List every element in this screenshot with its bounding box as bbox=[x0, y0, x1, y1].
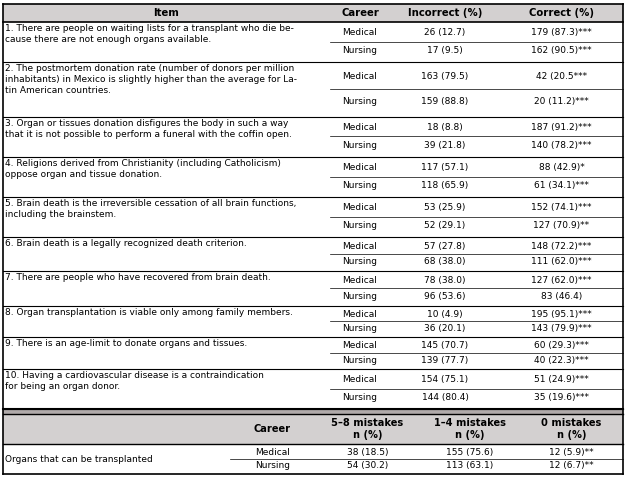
Text: Medical: Medical bbox=[342, 310, 377, 319]
Text: 26 (12.7): 26 (12.7) bbox=[424, 28, 466, 37]
Text: 144 (80.4): 144 (80.4) bbox=[421, 393, 469, 402]
Text: 152 (74.1)***: 152 (74.1)*** bbox=[531, 203, 592, 212]
Text: Correct (%): Correct (%) bbox=[529, 8, 594, 18]
Text: Medical: Medical bbox=[342, 375, 377, 384]
Text: 68 (38.0): 68 (38.0) bbox=[424, 257, 466, 266]
Text: 6. Brain death is a legally recognized death criterion.: 6. Brain death is a legally recognized d… bbox=[5, 239, 247, 248]
Text: 12 (5.9)**: 12 (5.9)** bbox=[549, 448, 594, 457]
Bar bbox=[3, 409, 623, 414]
Text: 127 (70.9)**: 127 (70.9)** bbox=[534, 221, 589, 230]
Text: 162 (90.5)***: 162 (90.5)*** bbox=[531, 46, 592, 56]
Text: Medical: Medical bbox=[342, 163, 377, 172]
Text: Nursing: Nursing bbox=[342, 46, 377, 56]
Text: 1. There are people on waiting lists for a transplant who die be-
cause there ar: 1. There are people on waiting lists for… bbox=[5, 24, 294, 44]
Text: 42 (20.5***: 42 (20.5*** bbox=[536, 72, 587, 81]
Text: 2. The postmortem donation rate (number of donors per million
inhabitants) in Me: 2. The postmortem donation rate (number … bbox=[5, 64, 297, 95]
Text: 143 (79.9)***: 143 (79.9)*** bbox=[531, 324, 592, 333]
Text: 5. Brain death is the irreversible cessation of all brain functions,
including t: 5. Brain death is the irreversible cessa… bbox=[5, 199, 296, 219]
Text: 7. There are people who have recovered from brain death.: 7. There are people who have recovered f… bbox=[5, 274, 271, 283]
Text: 145 (70.7): 145 (70.7) bbox=[421, 342, 469, 350]
Text: 20 (11.2)***: 20 (11.2)*** bbox=[534, 97, 589, 106]
Text: 179 (87.3)***: 179 (87.3)*** bbox=[531, 28, 592, 37]
Text: Medical: Medical bbox=[342, 28, 377, 37]
Text: Career: Career bbox=[254, 424, 291, 434]
Text: Medical: Medical bbox=[342, 72, 377, 81]
Text: 127 (62.0)***: 127 (62.0)*** bbox=[531, 276, 592, 285]
Text: Medical: Medical bbox=[342, 242, 377, 251]
Text: 3. Organ or tissues donation disfigures the body in such a way
that it is not po: 3. Organ or tissues donation disfigures … bbox=[5, 119, 292, 139]
Text: 148 (72.2)***: 148 (72.2)*** bbox=[531, 242, 592, 251]
Text: 154 (75.1): 154 (75.1) bbox=[421, 375, 469, 384]
Text: 187 (91.2)***: 187 (91.2)*** bbox=[531, 123, 592, 132]
Text: 140 (78.2)***: 140 (78.2)*** bbox=[531, 141, 592, 150]
Text: 57 (27.8): 57 (27.8) bbox=[424, 242, 466, 251]
Text: Medical: Medical bbox=[342, 203, 377, 212]
Text: 155 (75.6): 155 (75.6) bbox=[446, 448, 494, 457]
Text: 96 (53.6): 96 (53.6) bbox=[424, 292, 466, 301]
Text: Medical: Medical bbox=[342, 276, 377, 285]
Text: Incorrect (%): Incorrect (%) bbox=[408, 8, 482, 18]
Text: 88 (42.9)*: 88 (42.9)* bbox=[539, 163, 584, 172]
Text: 10. Having a cardiovascular disease is a contraindication
for being an organ don: 10. Having a cardiovascular disease is a… bbox=[5, 371, 264, 391]
Text: 18 (8.8): 18 (8.8) bbox=[427, 123, 463, 132]
Text: 0 mistakes
n (%): 0 mistakes n (%) bbox=[541, 418, 602, 440]
Text: Nursing: Nursing bbox=[342, 221, 377, 230]
Text: Medical: Medical bbox=[255, 448, 290, 457]
Text: Nursing: Nursing bbox=[342, 324, 377, 333]
Text: 52 (29.1): 52 (29.1) bbox=[424, 221, 466, 230]
Text: 159 (88.8): 159 (88.8) bbox=[421, 97, 469, 106]
Text: 163 (79.5): 163 (79.5) bbox=[421, 72, 469, 81]
Text: 83 (46.4): 83 (46.4) bbox=[541, 292, 582, 301]
Text: Organs that can be transplanted: Organs that can be transplanted bbox=[5, 455, 152, 464]
Text: 53 (25.9): 53 (25.9) bbox=[424, 203, 466, 212]
Text: Nursing: Nursing bbox=[342, 292, 377, 301]
Text: Nursing: Nursing bbox=[342, 257, 377, 266]
Text: 4. Religions derived from Christianity (including Catholicism)
oppose organ and : 4. Religions derived from Christianity (… bbox=[5, 159, 281, 179]
Text: 61 (34.1)***: 61 (34.1)*** bbox=[534, 181, 589, 190]
Text: Nursing: Nursing bbox=[342, 97, 377, 106]
Text: Nursing: Nursing bbox=[342, 355, 377, 365]
Bar bbox=[3, 414, 623, 444]
Text: 12 (6.7)**: 12 (6.7)** bbox=[549, 461, 594, 470]
Text: 51 (24.9)***: 51 (24.9)*** bbox=[534, 375, 589, 384]
Text: 10 (4.9): 10 (4.9) bbox=[428, 310, 462, 319]
Text: Career: Career bbox=[341, 8, 379, 18]
Text: Nursing: Nursing bbox=[342, 141, 377, 150]
Text: Nursing: Nursing bbox=[342, 393, 377, 402]
Text: Nursing: Nursing bbox=[255, 461, 290, 470]
Text: 17 (9.5): 17 (9.5) bbox=[427, 46, 463, 56]
Text: Nursing: Nursing bbox=[342, 181, 377, 190]
Text: 117 (57.1): 117 (57.1) bbox=[421, 163, 469, 172]
Text: 40 (22.3)***: 40 (22.3)*** bbox=[534, 355, 589, 365]
Text: 9. There is an age-limit to donate organs and tissues.: 9. There is an age-limit to donate organ… bbox=[5, 339, 248, 348]
Text: 113 (63.1): 113 (63.1) bbox=[446, 461, 494, 470]
Text: 36 (20.1): 36 (20.1) bbox=[424, 324, 466, 333]
Text: 78 (38.0): 78 (38.0) bbox=[424, 276, 466, 285]
Text: Item: Item bbox=[154, 8, 179, 18]
Text: 60 (29.3)***: 60 (29.3)*** bbox=[534, 342, 589, 350]
Bar bbox=[3, 4, 623, 22]
Text: 8. Organ transplantation is viable only among family members.: 8. Organ transplantation is viable only … bbox=[5, 308, 293, 317]
Text: Medical: Medical bbox=[342, 342, 377, 350]
Text: Medical: Medical bbox=[342, 123, 377, 132]
Text: 1–4 mistakes
n (%): 1–4 mistakes n (%) bbox=[434, 418, 506, 440]
Text: 139 (77.7): 139 (77.7) bbox=[421, 355, 469, 365]
Text: 39 (21.8): 39 (21.8) bbox=[424, 141, 466, 150]
Text: 35 (19.6)***: 35 (19.6)*** bbox=[534, 393, 589, 402]
Text: 54 (30.2): 54 (30.2) bbox=[347, 461, 388, 470]
Text: 5–8 mistakes
n (%): 5–8 mistakes n (%) bbox=[331, 418, 404, 440]
Text: 38 (18.5): 38 (18.5) bbox=[347, 448, 388, 457]
Text: 195 (95.1)***: 195 (95.1)*** bbox=[531, 310, 592, 319]
Text: 111 (62.0)***: 111 (62.0)*** bbox=[531, 257, 592, 266]
Text: 118 (65.9): 118 (65.9) bbox=[421, 181, 469, 190]
